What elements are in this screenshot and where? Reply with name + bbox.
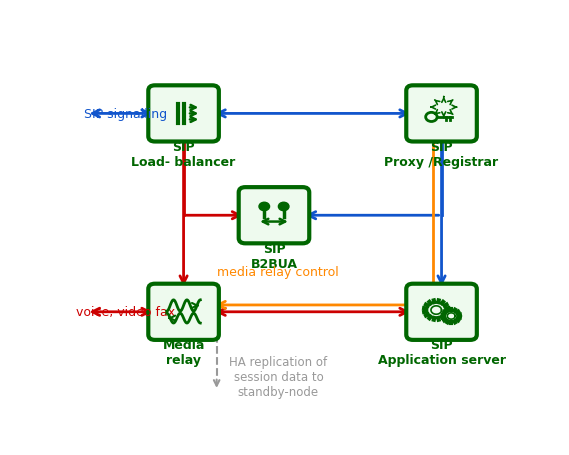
Text: SIP signalling: SIP signalling bbox=[84, 108, 167, 121]
Text: Media
relay: Media relay bbox=[162, 339, 205, 366]
Text: SIP
Proxy /Registrar: SIP Proxy /Registrar bbox=[385, 141, 498, 168]
Text: SIP
B2BUA: SIP B2BUA bbox=[250, 242, 298, 270]
Polygon shape bbox=[426, 302, 446, 318]
FancyBboxPatch shape bbox=[406, 284, 477, 340]
Polygon shape bbox=[447, 313, 455, 319]
Text: SIP
Load- balancer: SIP Load- balancer bbox=[131, 141, 236, 168]
Circle shape bbox=[259, 203, 270, 211]
Polygon shape bbox=[431, 306, 442, 314]
Text: SIP
Application server: SIP Application server bbox=[378, 339, 505, 366]
Text: voice, video fax: voice, video fax bbox=[76, 306, 175, 318]
Polygon shape bbox=[444, 311, 459, 322]
FancyBboxPatch shape bbox=[406, 86, 477, 142]
FancyBboxPatch shape bbox=[149, 86, 219, 142]
Circle shape bbox=[278, 203, 289, 211]
FancyBboxPatch shape bbox=[149, 284, 219, 340]
FancyBboxPatch shape bbox=[239, 188, 310, 244]
Text: media relay control: media relay control bbox=[217, 265, 339, 278]
Text: HA replication of
session data to
standby-node: HA replication of session data to standb… bbox=[229, 355, 327, 399]
